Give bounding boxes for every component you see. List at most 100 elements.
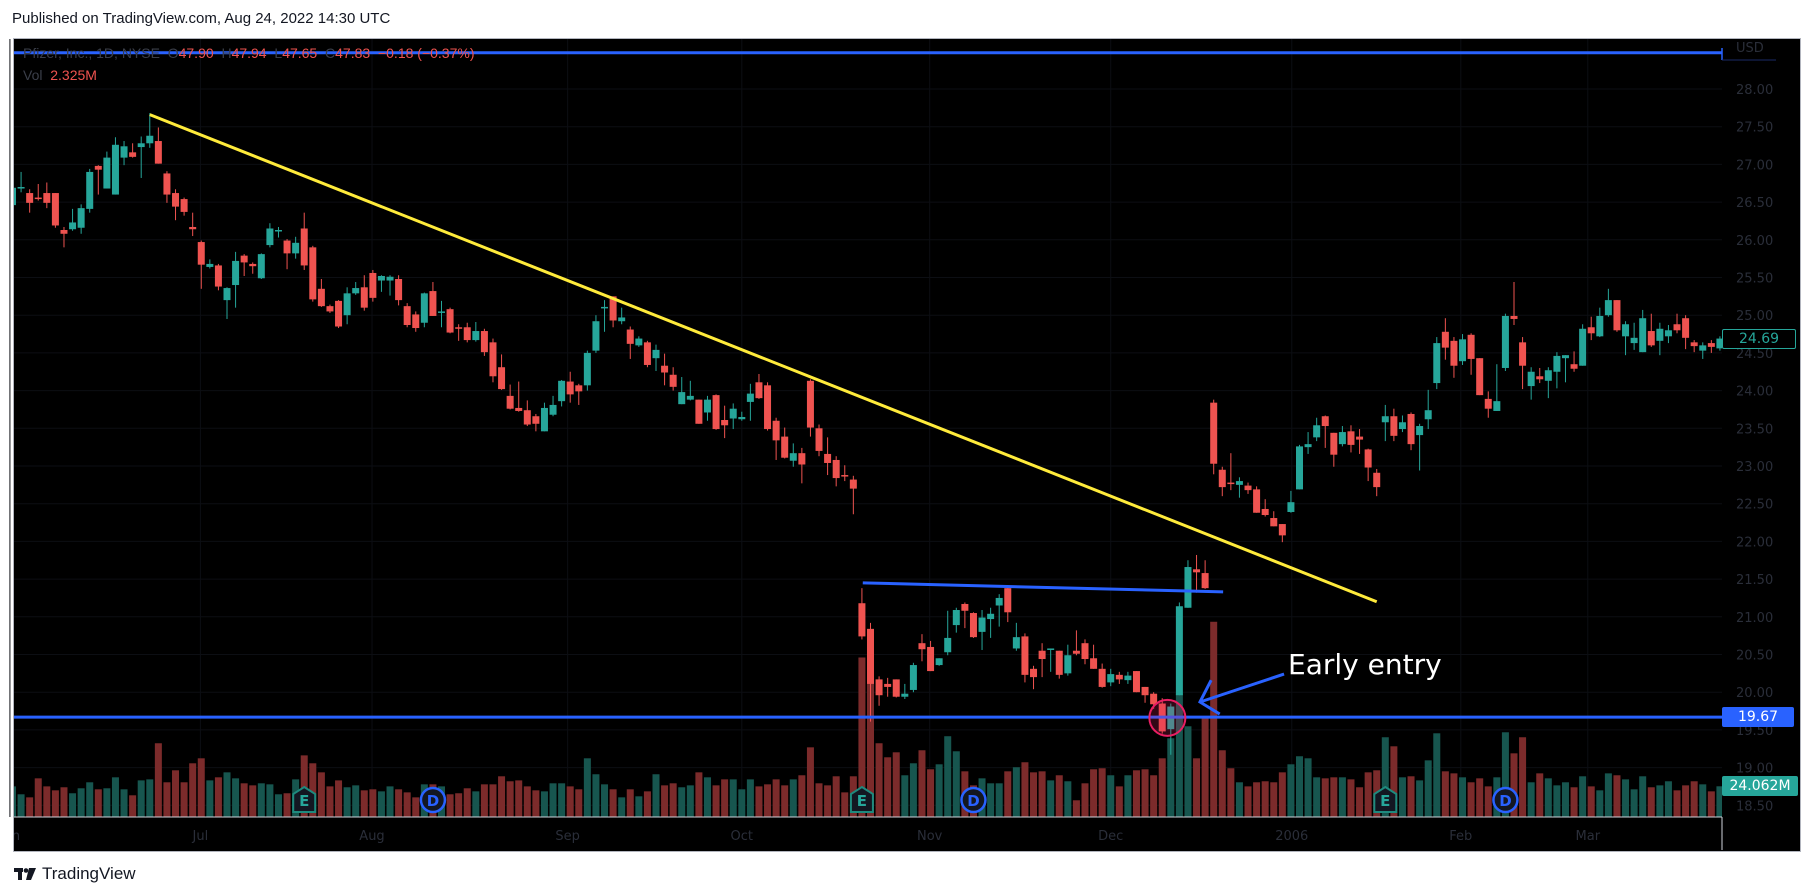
- dividend-marker[interactable]: D: [419, 786, 447, 814]
- event-marker-label: D: [427, 792, 439, 810]
- candle-body: [1347, 431, 1355, 445]
- candle: [1347, 425, 1355, 453]
- candle-body: [601, 306, 609, 309]
- volume-bar: [446, 794, 454, 817]
- candle: [1253, 486, 1261, 513]
- volume-bar: [618, 797, 626, 817]
- candle-body: [867, 628, 874, 684]
- volume-bar: [249, 785, 257, 817]
- volume-bar: [1115, 786, 1123, 817]
- price-tick-label: 28.00: [1736, 83, 1773, 98]
- dividend-marker[interactable]: D: [960, 786, 987, 814]
- volume-bar: [403, 792, 411, 817]
- candle: [1570, 351, 1578, 372]
- candle: [1364, 448, 1372, 482]
- volume-bar: [815, 783, 823, 817]
- candle-body: [1081, 643, 1089, 660]
- candle: [1682, 315, 1690, 350]
- candle: [480, 328, 488, 356]
- volume-bar: [51, 790, 59, 817]
- candle: [1038, 643, 1046, 678]
- candle-body: [832, 459, 840, 479]
- time-tick-label: Sep: [555, 829, 580, 844]
- candle-body: [377, 275, 385, 281]
- candle-body: [927, 646, 935, 672]
- candle: [214, 263, 222, 291]
- event-marker-label: E: [1380, 792, 1390, 810]
- volume-bar: [1467, 782, 1475, 817]
- volume-bar: [69, 793, 77, 817]
- volume-bar: [1235, 782, 1243, 817]
- symbol-legend: Pfizer, Inc., 1D, NYSE O47.90 H47.94 L47…: [23, 45, 474, 61]
- candle-body: [163, 173, 171, 195]
- candle: [1218, 466, 1226, 497]
- candle-body: [249, 263, 257, 267]
- candle: [909, 662, 917, 693]
- early-entry-annotation[interactable]: Early entry: [1288, 648, 1442, 681]
- volume-bar: [1193, 758, 1201, 817]
- volume-bar: [206, 780, 214, 817]
- candle: [395, 275, 403, 306]
- candle: [1124, 671, 1132, 684]
- arrow-shaft[interactable]: [1199, 672, 1285, 704]
- candle-body: [961, 603, 969, 611]
- candle-body: [1690, 342, 1698, 347]
- downtrend-line[interactable]: [149, 113, 1378, 604]
- price-axis[interactable]: USD 28.00 27.50 27.00 26.50 26.00 25.50 25.00 2…: [1721, 41, 1776, 814]
- volume-bar: [120, 789, 128, 817]
- volume-bar: [532, 790, 540, 817]
- grid: [9, 39, 1722, 817]
- candle: [1476, 358, 1484, 396]
- candle: [1493, 364, 1501, 411]
- volume-bar: [601, 784, 609, 817]
- candle: [1184, 560, 1192, 608]
- earnings-marker[interactable]: E: [1373, 785, 1398, 813]
- event-marker-label: D: [1499, 792, 1511, 810]
- volume-bar: [1021, 762, 1029, 817]
- candle: [1656, 322, 1664, 356]
- time-axis[interactable]: Jun Jul Aug Sep Oct Nov Dec 2006 Feb Mar: [0, 829, 1601, 844]
- earnings-marker[interactable]: E: [849, 785, 874, 813]
- earnings-marker[interactable]: E: [292, 785, 317, 813]
- candle: [841, 465, 849, 482]
- volume-value: 2.325M: [50, 67, 97, 83]
- volume-bar: [1321, 778, 1329, 817]
- volume-bar: [455, 793, 463, 817]
- candle: [26, 189, 34, 213]
- volume-bar: [172, 770, 180, 817]
- volume-bar: [643, 791, 651, 817]
- tradingview-logo[interactable]: TradingView: [14, 864, 136, 884]
- candle: [1673, 313, 1681, 334]
- candle: [163, 171, 171, 203]
- candle-body: [1287, 502, 1295, 512]
- candle-body: [678, 392, 686, 405]
- highlight-circle[interactable]: [1148, 698, 1187, 737]
- volume-bar: [515, 780, 523, 817]
- resistance-trend-line[interactable]: [862, 581, 1224, 594]
- drawings[interactable]: [14, 51, 1722, 737]
- candle-body: [1450, 340, 1458, 366]
- candle-body: [1467, 334, 1475, 359]
- volume-bar: [583, 758, 591, 817]
- candle: [1201, 560, 1209, 589]
- volume-bar: [1261, 781, 1269, 817]
- price-tick-label: 26.50: [1736, 196, 1773, 211]
- volume-bar: [377, 791, 385, 817]
- volume-bar: [232, 778, 240, 817]
- candle-body: [1604, 300, 1612, 316]
- arrow-head[interactable]: [1198, 679, 1221, 716]
- candle: [1716, 336, 1722, 351]
- volume-bar: [1561, 782, 1569, 817]
- price-tick-label: 24.50: [1736, 347, 1773, 362]
- volume-bar: [1501, 732, 1509, 817]
- candle-body: [146, 135, 154, 144]
- candle-body: [849, 479, 857, 489]
- volume-bar: [1424, 760, 1432, 817]
- candle-body: [1441, 331, 1449, 348]
- candle-body: [1004, 588, 1012, 613]
- dividend-marker[interactable]: D: [1492, 786, 1519, 814]
- candle-body: [1338, 432, 1346, 445]
- volume-bar: [1656, 785, 1664, 817]
